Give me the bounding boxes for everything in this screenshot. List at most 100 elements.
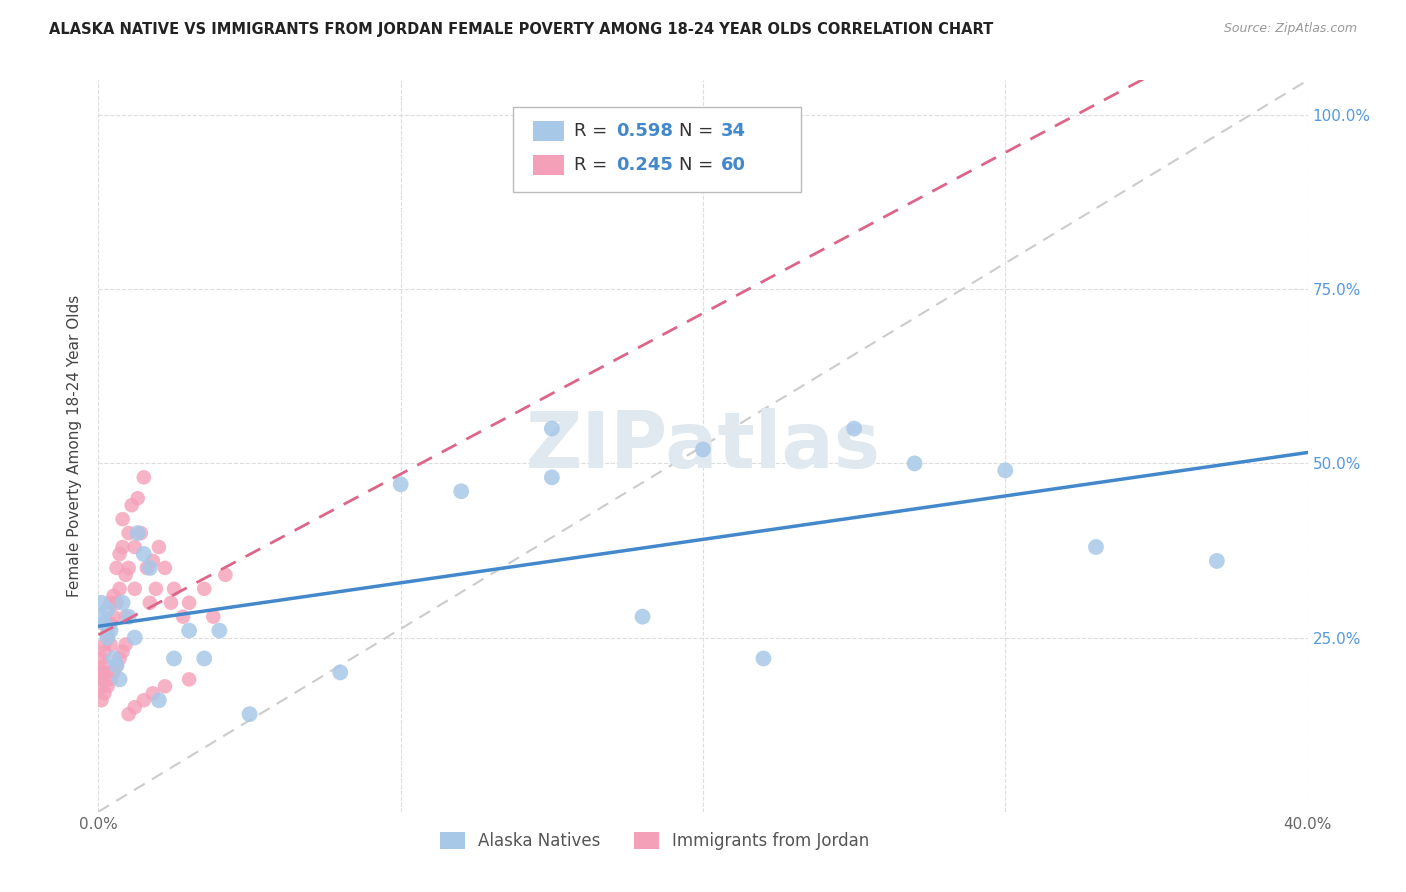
Point — [1085, 540, 1108, 554]
Point — [124, 631, 146, 645]
Point — [93, 644, 115, 658]
Point — [114, 567, 136, 582]
Point — [153, 561, 176, 575]
Point — [118, 561, 141, 575]
Point — [1206, 554, 1229, 568]
Point — [103, 609, 125, 624]
Point — [179, 624, 201, 638]
Point — [90, 673, 112, 687]
Point — [129, 526, 152, 541]
Point — [96, 616, 118, 631]
Point — [93, 686, 115, 700]
Point — [142, 554, 165, 568]
Point — [752, 651, 775, 665]
Point — [118, 707, 141, 722]
Point — [108, 547, 131, 561]
Text: Source: ZipAtlas.com: Source: ZipAtlas.com — [1223, 22, 1357, 36]
Point — [153, 679, 176, 693]
Point — [93, 658, 115, 673]
Point — [994, 463, 1017, 477]
Point — [179, 673, 201, 687]
Point — [108, 651, 131, 665]
Text: 60: 60 — [721, 156, 747, 174]
Point — [118, 609, 141, 624]
Text: R =: R = — [574, 122, 613, 140]
Point — [844, 421, 866, 435]
Text: 34: 34 — [721, 122, 747, 140]
Point — [329, 665, 352, 680]
Point — [202, 609, 225, 624]
Point — [193, 582, 215, 596]
Point — [111, 540, 134, 554]
Point — [124, 540, 146, 554]
Point — [96, 631, 118, 645]
Point — [142, 686, 165, 700]
Point — [904, 457, 927, 471]
Point — [105, 596, 128, 610]
Point — [105, 561, 128, 575]
Point — [121, 498, 143, 512]
Point — [96, 624, 118, 638]
Point — [90, 665, 112, 680]
Text: ALASKA NATIVE VS IMMIGRANTS FROM JORDAN FEMALE POVERTY AMONG 18-24 YEAR OLDS COR: ALASKA NATIVE VS IMMIGRANTS FROM JORDAN … — [49, 22, 994, 37]
Text: 0.598: 0.598 — [616, 122, 673, 140]
Point — [179, 596, 201, 610]
Point — [132, 547, 155, 561]
Point — [100, 624, 122, 638]
Text: ZIPatlas: ZIPatlas — [526, 408, 880, 484]
Point — [108, 673, 131, 687]
Point — [124, 700, 146, 714]
Point — [93, 616, 115, 631]
Point — [105, 658, 128, 673]
Point — [111, 596, 134, 610]
Point — [148, 540, 170, 554]
Point — [127, 491, 149, 506]
Text: R =: R = — [574, 156, 613, 174]
Point — [93, 638, 115, 652]
Point — [100, 638, 122, 652]
Point — [214, 567, 236, 582]
Point — [90, 609, 112, 624]
Point — [148, 693, 170, 707]
Point — [193, 651, 215, 665]
Point — [90, 651, 112, 665]
Point — [160, 596, 183, 610]
Point — [103, 589, 125, 603]
Text: N =: N = — [679, 156, 718, 174]
Point — [132, 470, 155, 484]
Legend: Alaska Natives, Immigrants from Jordan: Alaska Natives, Immigrants from Jordan — [432, 823, 877, 858]
Text: 0.245: 0.245 — [616, 156, 672, 174]
Point — [450, 484, 472, 499]
Point — [163, 582, 186, 596]
Point — [90, 693, 112, 707]
Text: N =: N = — [679, 122, 718, 140]
Point — [540, 470, 562, 484]
Point — [90, 596, 112, 610]
Point — [692, 442, 714, 457]
Point — [103, 665, 125, 680]
Point — [124, 582, 146, 596]
Point — [108, 582, 131, 596]
Point — [93, 665, 115, 680]
Point — [135, 561, 157, 575]
Point — [111, 644, 134, 658]
Point — [103, 651, 125, 665]
Point — [127, 526, 149, 541]
Point — [111, 512, 134, 526]
Point — [100, 673, 122, 687]
Point — [145, 582, 167, 596]
Point — [105, 658, 128, 673]
Point — [540, 421, 562, 435]
Point — [239, 707, 262, 722]
Point — [163, 651, 186, 665]
Point — [172, 609, 194, 624]
Point — [96, 679, 118, 693]
Point — [118, 526, 141, 541]
Point — [139, 561, 162, 575]
Point — [90, 679, 112, 693]
Point — [96, 603, 118, 617]
Point — [208, 624, 231, 638]
Point — [96, 631, 118, 645]
Point — [100, 596, 122, 610]
Point — [114, 609, 136, 624]
